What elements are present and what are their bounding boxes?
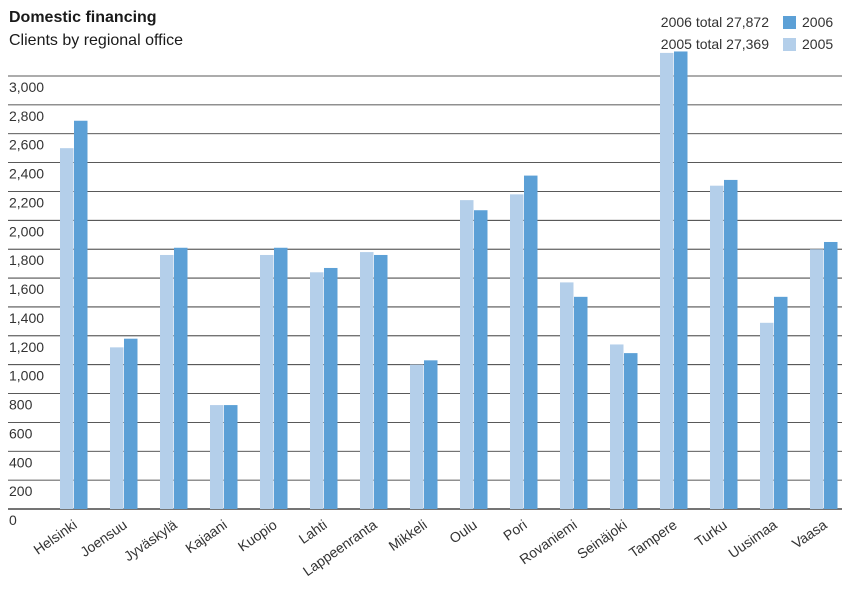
y-tick-label: 1,800	[9, 252, 44, 268]
legend-total-2006: 2006 total 27,872	[660, 14, 769, 30]
bar-2006-joensuu	[124, 338, 138, 509]
bar-2006-lahti	[324, 267, 338, 509]
y-tick-label: 1,600	[9, 281, 44, 297]
bar-2005-kajaani	[210, 405, 224, 509]
bar-2006-tampere	[674, 51, 688, 510]
bar-2005-jyväskylä	[160, 254, 174, 509]
x-tick-label: Oulu	[446, 516, 479, 546]
bar-2005-rovaniemi	[560, 282, 574, 509]
bar-2006-vaasa	[824, 241, 838, 509]
x-tick-label: Kuopio	[235, 516, 280, 554]
bar-2006-kajaani	[224, 405, 238, 509]
y-tick-label: 2,000	[9, 223, 44, 239]
bar-2006-pori	[524, 175, 538, 509]
bar-2006-oulu	[474, 210, 488, 510]
x-tick-label: Lahti	[296, 516, 330, 547]
bar-2005-helsinki	[60, 148, 74, 509]
bar-2005-vaasa	[810, 249, 824, 509]
legend-total-2005: 2005 total 27,369	[660, 36, 769, 52]
x-tick-label: Helsinki	[30, 516, 79, 557]
y-tick-label: 3,000	[9, 79, 44, 95]
x-tick-label: Pori	[500, 516, 530, 543]
y-tick-label: 400	[9, 454, 33, 470]
bar-2006-rovaniemi	[574, 296, 588, 509]
bar-2005-tampere	[660, 52, 674, 509]
bar-2005-turku	[710, 185, 724, 509]
chart-title: Domestic financing	[9, 9, 157, 26]
x-tick-label: Tampere	[626, 516, 680, 560]
bar-2006-helsinki	[74, 120, 88, 509]
legend-swatch-2006	[783, 15, 796, 29]
legend-row-2006: 2006 total 27,872 2006	[661, 11, 840, 33]
legend-label-2005: 2005	[802, 36, 834, 52]
y-tick-label: 1,200	[9, 339, 44, 355]
y-tick-label: 2,200	[9, 194, 44, 210]
bar-2005-mikkeli	[410, 364, 424, 509]
chart-subtitle: Clients by regional office	[9, 32, 184, 49]
bar-2005-oulu	[460, 200, 474, 510]
y-tick-label: 2,800	[9, 108, 44, 124]
x-tick-label: Vaasa	[789, 516, 830, 551]
bar-2006-turku	[724, 179, 738, 510]
bar-2006-kuopio	[274, 247, 288, 510]
legend-swatch-2005	[783, 37, 796, 51]
y-tick-label: 600	[9, 425, 33, 441]
legend-row-2005: 2005 total 27,369 2005	[661, 33, 840, 55]
y-tick-label: 2,400	[9, 166, 44, 182]
bar-2006-uusimaa	[774, 296, 788, 509]
y-tick-label: 0	[9, 512, 17, 528]
y-tick-label: 200	[9, 483, 33, 499]
y-tick-label: 2,600	[9, 137, 44, 153]
bar-2006-seinäjoki	[624, 353, 638, 509]
x-tick-label: Seinäjoki	[574, 516, 630, 562]
bar-2005-joensuu	[110, 347, 124, 509]
bar-2006-lappeenranta	[374, 254, 388, 509]
bar-2005-seinäjoki	[610, 344, 624, 509]
x-tick-label: Kajaani	[182, 516, 229, 556]
bar-2005-pori	[510, 194, 524, 509]
y-tick-label: 1,400	[9, 310, 44, 326]
bar-2006-mikkeli	[424, 360, 438, 509]
x-tick-label: Turku	[692, 516, 730, 549]
x-tick-label: Uusimaa	[725, 516, 780, 561]
bar-2005-kuopio	[260, 254, 274, 509]
x-tick-label: Mikkeli	[385, 516, 429, 554]
y-tick-label: 1,000	[9, 368, 44, 384]
bar-2005-lappeenranta	[360, 252, 374, 509]
bar-2005-lahti	[310, 272, 324, 509]
legend: 2006 total 27,872 2006 2005 total 27,369…	[661, 11, 840, 55]
y-tick-label: 800	[9, 397, 33, 413]
x-tick-label: Jyväskylä	[121, 516, 180, 564]
bar-2005-uusimaa	[760, 322, 774, 509]
bar-2006-jyväskylä	[174, 247, 188, 510]
legend-label-2006: 2006	[802, 14, 834, 30]
